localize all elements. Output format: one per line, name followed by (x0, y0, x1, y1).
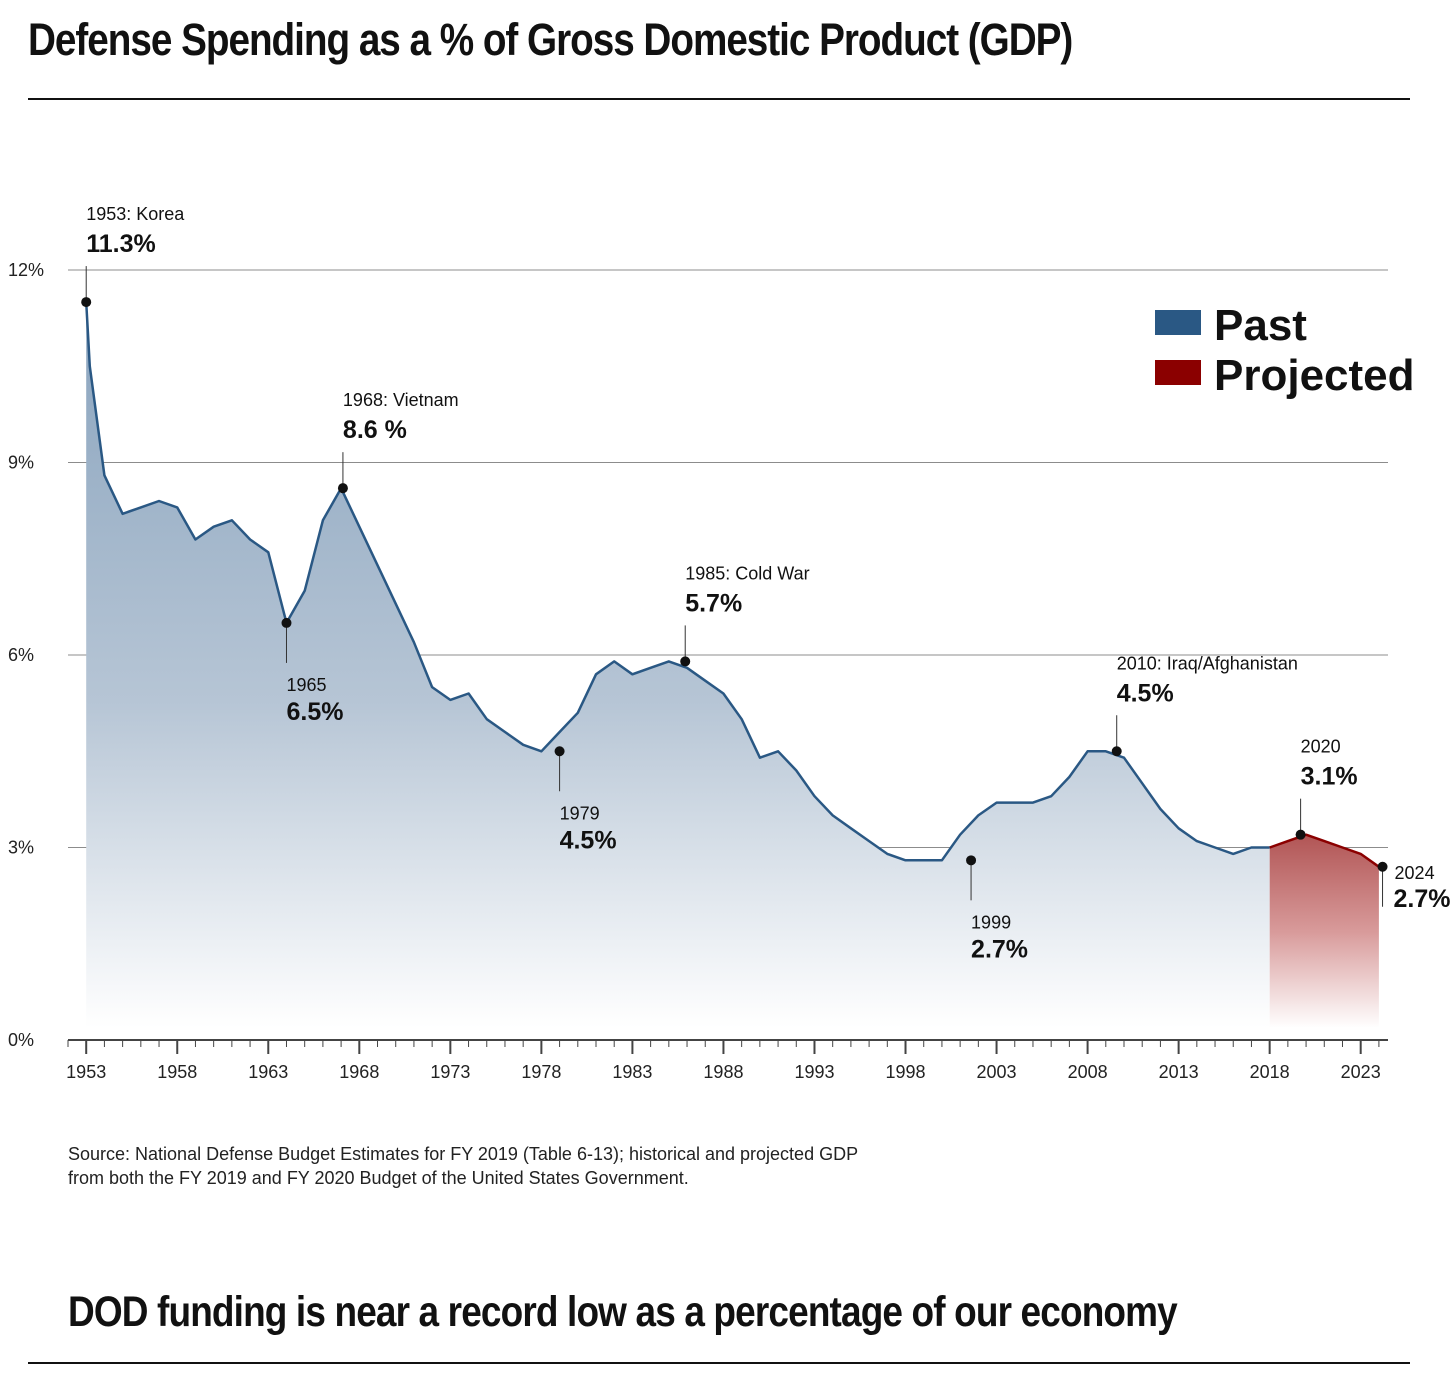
annotation: 1999 2.7% (966, 855, 1028, 963)
annotation: 1985: Cold War 5.7% (680, 563, 810, 667)
annotation-point (281, 617, 292, 628)
annotation: 2010: Iraq/Afghanistan 4.5% (1111, 653, 1298, 757)
annotation-label: 2010: Iraq/Afghanistan (1117, 653, 1298, 673)
annotation-value: 3.1% (1301, 763, 1358, 791)
x-tick-label: 1968 (339, 1062, 379, 1082)
annotation-value: 11.3% (86, 230, 156, 258)
annotation-value: 2.7% (1394, 885, 1451, 913)
x-tick-label: 1958 (157, 1062, 197, 1082)
annotation-label: 1999 (971, 912, 1011, 932)
annotation-point (966, 855, 977, 866)
source-line-2: from both the FY 2019 and FY 2020 Budget… (68, 1168, 689, 1188)
x-tick-label: 1998 (885, 1062, 925, 1082)
y-tick-label: 6% (8, 645, 34, 665)
source-line-1: Source: National Defense Budget Estimate… (68, 1144, 859, 1164)
annotation-point (680, 656, 691, 667)
x-tick-label: 1978 (521, 1062, 561, 1082)
x-tick-label: 1988 (703, 1062, 743, 1082)
x-axis: 1953 1958 1963 1968 1973 1978 1983 1988 1993 1998… (66, 1039, 1388, 1082)
title-divider (28, 98, 1410, 100)
annotation-point (1295, 829, 1306, 840)
chart-title: Defense Spending as a % of Gross Domesti… (28, 14, 1073, 65)
annotation-label: 1985: Cold War (685, 563, 809, 583)
annotation-value: 4.5% (560, 826, 617, 854)
x-tick-label: 2003 (977, 1062, 1017, 1082)
series-lines (84, 302, 1380, 868)
annotation-point (554, 746, 565, 757)
annotation-point (1377, 861, 1388, 872)
legend-label-projected: Projected (1214, 351, 1415, 400)
annotations: 1953: Korea 11.3% 1965 6.5% 1968: Vietnam 8.6… (81, 204, 1451, 963)
x-tick-label: 1993 (794, 1062, 834, 1082)
annotation-value: 8.6 % (343, 416, 407, 444)
x-tick-label: 2008 (1068, 1062, 1108, 1082)
legend-swatch-past (1155, 310, 1201, 335)
annotation: 1965 6.5% (281, 617, 343, 726)
chart-subtitle: DOD funding is near a record low as a pe… (68, 1288, 1178, 1336)
annotation-label: 1965 (286, 675, 326, 695)
annotation-point (1111, 746, 1122, 757)
x-tick-label: 2018 (1250, 1062, 1290, 1082)
y-tick-label: 9% (8, 453, 34, 473)
annotation-value: 4.5% (1117, 679, 1174, 707)
y-tick-label: 12% (8, 260, 44, 280)
annotation-point (81, 297, 92, 308)
annotation-value: 2.7% (971, 935, 1028, 963)
annotation-point (337, 483, 348, 494)
annotation: 2020 3.1% (1295, 737, 1358, 840)
bottom-divider (28, 1362, 1410, 1364)
x-tick-label: 2023 (1341, 1062, 1381, 1082)
annotation-label: 2024 (1395, 863, 1435, 883)
y-axis-labels: 0% 3% 6% 9% 12% (8, 260, 44, 1050)
annotation-label: 1968: Vietnam (343, 390, 459, 410)
x-tick-label: 1983 (612, 1062, 652, 1082)
line-past (84, 302, 1270, 862)
area-projected (1269, 834, 1379, 1028)
annotation: 1979 4.5% (554, 746, 617, 854)
annotation-value: 6.5% (286, 698, 343, 726)
legend-swatch-projected (1155, 360, 1201, 385)
annotation-label: 1979 (560, 803, 600, 823)
source-note: Source: National Defense Budget Estimate… (68, 1142, 968, 1190)
annotation-value: 5.7% (685, 589, 742, 617)
annotation: 1953: Korea 11.3% (81, 204, 185, 308)
legend-label-past: Past (1214, 301, 1307, 350)
y-tick-label: 0% (8, 1030, 34, 1050)
annotation-label: 2020 (1301, 737, 1341, 757)
x-tick-label: 2013 (1159, 1062, 1199, 1082)
line-projected (1269, 833, 1380, 868)
x-tick-label: 1973 (430, 1062, 470, 1082)
x-tick-label: 1963 (248, 1062, 288, 1082)
annotation: 1968: Vietnam 8.6 % (337, 390, 459, 494)
y-tick-label: 3% (8, 838, 34, 858)
x-tick-label: 1953 (66, 1062, 106, 1082)
annotation-label: 1953: Korea (86, 204, 185, 224)
